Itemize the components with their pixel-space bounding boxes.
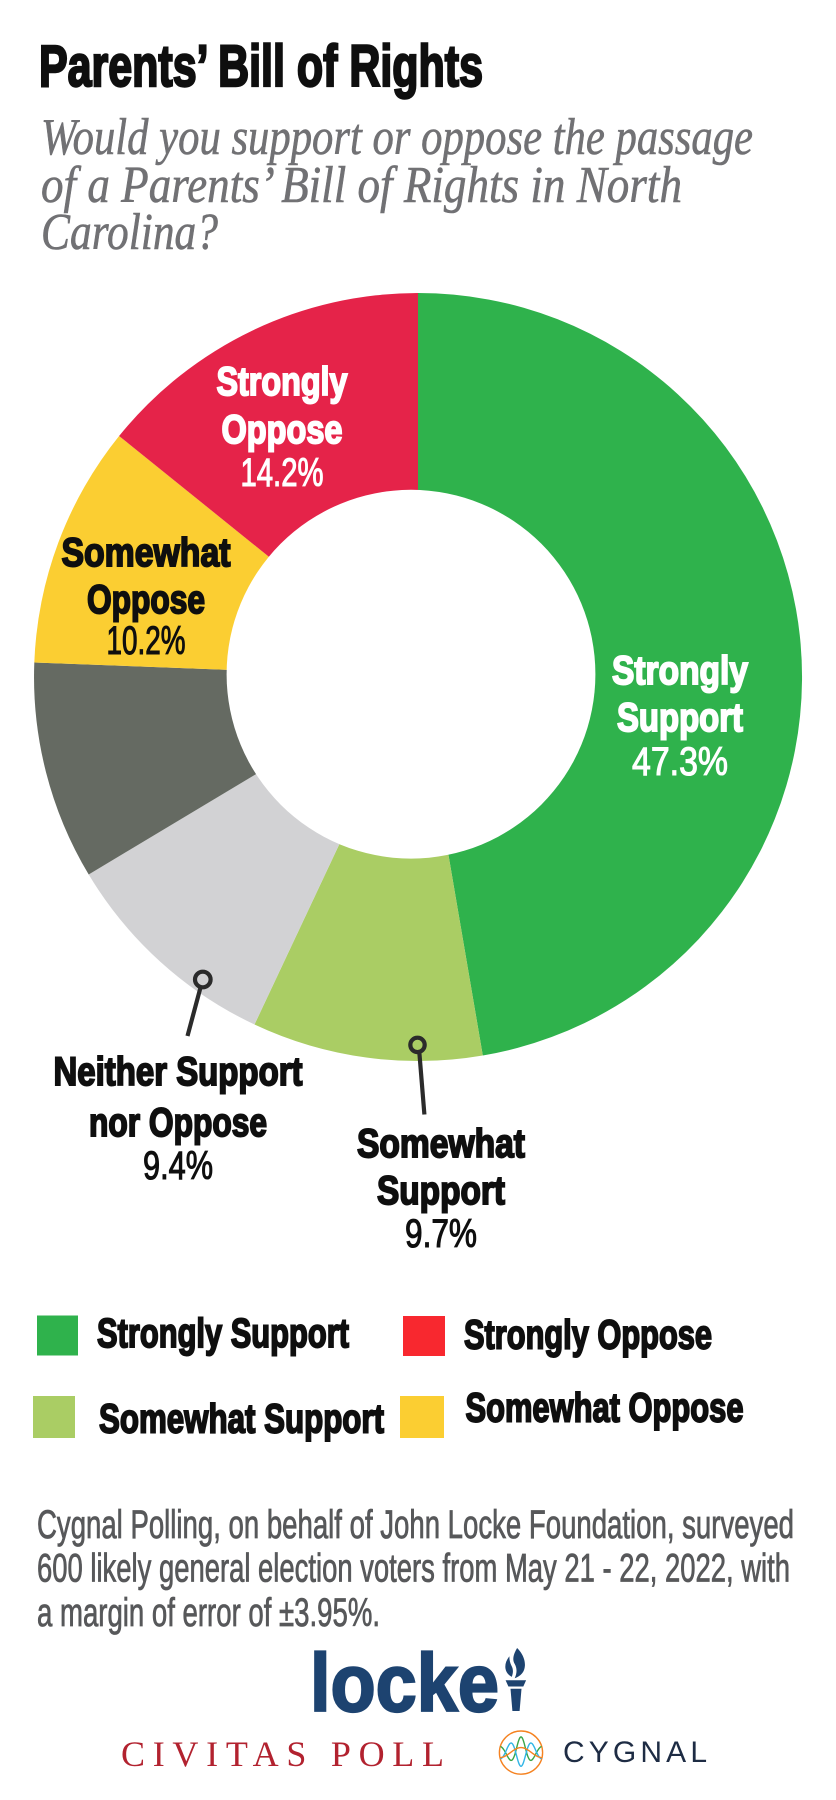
- svg-text:47.3%: 47.3%: [632, 740, 728, 784]
- svg-text:14.2%: 14.2%: [241, 451, 324, 495]
- svg-text:Somewhat Support: Somewhat Support: [99, 1396, 384, 1442]
- svg-text:Strongly: Strongly: [612, 649, 749, 693]
- svg-text:Oppose: Oppose: [87, 578, 205, 622]
- svg-text:Support: Support: [377, 1169, 505, 1213]
- svg-text:Support: Support: [617, 696, 743, 740]
- svg-text:Oppose: Oppose: [222, 408, 343, 452]
- svg-text:CYGNAL: CYGNAL: [563, 1736, 707, 1769]
- svg-text:600 likely general election vo: 600 likely general election voters from …: [37, 1547, 790, 1591]
- svg-text:Parents’ Bill of Rights: Parents’ Bill of Rights: [39, 34, 483, 99]
- svg-text:Neither Support: Neither Support: [54, 1050, 303, 1094]
- svg-text:9.7%: 9.7%: [405, 1212, 477, 1256]
- svg-text:Cygnal Polling, on behalf of J: Cygnal Polling, on behalf of John Locke …: [37, 1503, 794, 1547]
- svg-text:Somewhat: Somewhat: [62, 531, 231, 575]
- svg-text:Somewhat: Somewhat: [357, 1122, 525, 1166]
- svg-text:Would you support or oppose th: Would you support or oppose the passage: [41, 109, 753, 166]
- svg-text:a margin of error of ±3.95%.: a margin of error of ±3.95%.: [37, 1591, 380, 1635]
- svg-text:of a Parents’ Bill of Rights i: of a Parents’ Bill of Rights in North: [41, 157, 682, 214]
- svg-text:Strongly Oppose: Strongly Oppose: [464, 1312, 712, 1358]
- svg-text:nor Oppose: nor Oppose: [89, 1101, 267, 1145]
- svg-text:Somewhat Oppose: Somewhat Oppose: [466, 1385, 744, 1431]
- svg-text:10.2%: 10.2%: [107, 619, 186, 663]
- svg-text:Carolina?: Carolina?: [41, 204, 218, 261]
- svg-text:Strongly: Strongly: [217, 360, 349, 404]
- svg-text:locke: locke: [310, 1638, 499, 1729]
- svg-text:Strongly Support: Strongly Support: [97, 1310, 349, 1356]
- svg-text:9.4%: 9.4%: [143, 1144, 213, 1188]
